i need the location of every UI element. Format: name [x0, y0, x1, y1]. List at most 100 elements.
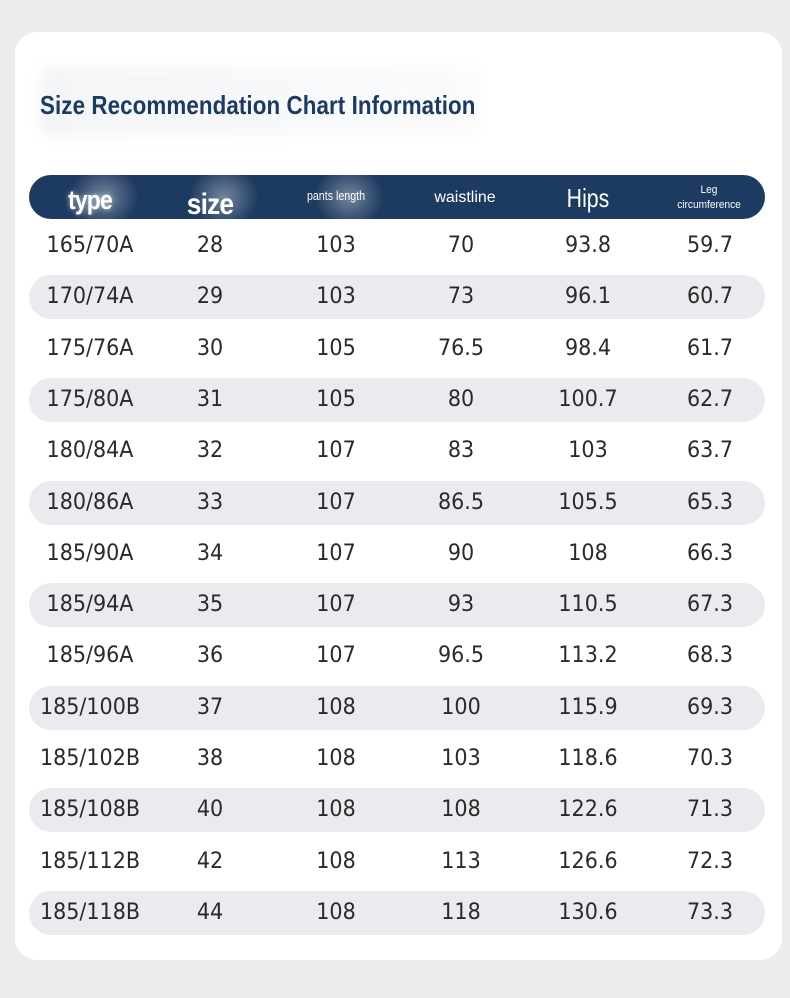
table-header: type size pants length waistline Hips Le…	[29, 175, 765, 219]
table-row: 185/90A 34 107 90 108 66.3	[29, 532, 765, 576]
cell-size: 42	[196, 848, 224, 874]
cell-size: 37	[196, 694, 224, 720]
cell-leg-circumference: 63.7	[686, 438, 734, 464]
cell-hips: 122.6	[558, 797, 618, 823]
cell-type: 185/96A	[46, 643, 134, 669]
cell-waistline: 83	[447, 438, 475, 464]
cell-hips: 108	[568, 540, 608, 566]
cell-leg-circumference: 61.7	[686, 335, 734, 361]
cell-type: 180/86A	[46, 489, 134, 515]
cell-size: 29	[196, 284, 224, 310]
cell-size: 28	[196, 233, 224, 258]
cell-type: 185/102B	[39, 746, 141, 771]
cell-pants-length: 108	[316, 899, 356, 925]
cell-waistline: 70	[447, 233, 475, 258]
header-glow	[189, 175, 259, 219]
cell-leg-circumference: 65.3	[686, 489, 734, 515]
cell-size: 44	[196, 899, 224, 925]
header-size: size	[186, 188, 234, 219]
cell-pants-length: 107	[316, 592, 356, 618]
table-row: 185/102B 38 108 103 118.6 70.3	[29, 737, 765, 781]
cell-hips: 130.6	[558, 899, 618, 925]
header-hips: Hips	[566, 182, 610, 213]
cell-pants-length: 105	[316, 335, 356, 361]
cell-hips: 113.2	[558, 643, 618, 669]
cell-leg-circumference: 60.7	[686, 284, 734, 310]
cell-type: 185/108B	[39, 797, 141, 823]
cell-waistline: 118	[441, 899, 481, 925]
cell-size: 35	[196, 592, 224, 618]
cell-type: 185/118B	[39, 899, 141, 925]
cell-leg-circumference: 72.3	[686, 848, 734, 874]
cell-waistline: 100	[441, 694, 481, 720]
cell-hips: 105.5	[558, 489, 618, 515]
cell-hips: 126.6	[558, 848, 618, 874]
size-chart-card: Size Recommendation Chart Information ty…	[15, 32, 782, 960]
cell-size: 34	[196, 540, 224, 566]
header-leg-circumference: Leg circumference	[677, 184, 741, 211]
cell-hips: 93.8	[564, 233, 612, 258]
header-glow	[69, 175, 139, 219]
cell-pants-length: 108	[316, 848, 356, 874]
cell-hips: 96.1	[564, 284, 612, 310]
cell-waistline: 86.5	[437, 489, 485, 515]
table-row: 185/100B 37 108 100 115.9 69.3	[29, 685, 765, 730]
cell-waistline: 93	[447, 592, 475, 618]
cell-waistline: 96.5	[437, 643, 485, 669]
table-row: 185/112B 42 108 113 126.6 72.3	[29, 840, 765, 884]
cell-type: 185/112B	[39, 848, 141, 874]
cell-type: 170/74A	[46, 284, 134, 310]
table-row: 175/80A 31 105 80 100.7 62.7	[29, 377, 765, 422]
cell-type: 180/84A	[46, 438, 134, 464]
cell-pants-length: 107	[316, 438, 356, 464]
cell-size: 38	[196, 746, 224, 771]
cell-leg-circumference: 70.3	[686, 746, 734, 771]
cell-waistline: 108	[441, 797, 481, 823]
cell-hips: 100.7	[558, 386, 618, 412]
cell-size: 33	[196, 489, 224, 515]
header-waistline: waistline	[434, 189, 496, 206]
cell-leg-circumference: 67.3	[686, 592, 734, 618]
cell-size: 31	[196, 386, 224, 412]
cell-leg-circumference: 73.3	[686, 899, 734, 925]
cell-waistline: 113	[441, 848, 481, 874]
cell-pants-length: 107	[316, 540, 356, 566]
cell-type: 175/80A	[46, 386, 134, 412]
cell-size: 36	[196, 643, 224, 669]
cell-hips: 103	[568, 438, 608, 464]
cell-pants-length: 107	[316, 489, 356, 515]
table-row: 180/86A 33 107 86.5 105.5 65.3	[29, 480, 765, 525]
cell-hips: 118.6	[558, 746, 618, 771]
cell-leg-circumference: 66.3	[686, 540, 734, 566]
cell-waistline: 80	[447, 386, 475, 412]
cell-pants-length: 108	[316, 797, 356, 823]
table-row: 180/84A 32 107 83 103 63.7	[29, 429, 765, 473]
table-row: 185/96A 36 107 96.5 113.2 68.3	[29, 634, 765, 678]
table-row: 185/118B 44 108 118 130.6 73.3	[29, 890, 765, 935]
cell-type: 165/70A	[46, 233, 134, 258]
cell-leg-circumference: 62.7	[686, 386, 734, 412]
cell-pants-length: 107	[316, 643, 356, 669]
cell-pants-length: 108	[316, 694, 356, 720]
cell-waistline: 73	[447, 284, 475, 310]
cell-type: 185/94A	[46, 592, 134, 618]
cell-waistline: 103	[441, 746, 481, 771]
table-row: 165/70A 28 103 70 93.8 59.7	[29, 224, 765, 268]
table-row: 175/76A 30 105 76.5 98.4 61.7	[29, 327, 765, 371]
cell-pants-length: 103	[316, 284, 356, 310]
cell-size: 30	[196, 335, 224, 361]
cell-waistline: 90	[447, 540, 475, 566]
cell-size: 40	[196, 797, 224, 823]
cell-type: 185/90A	[46, 540, 134, 566]
header-pants-length: pants length	[306, 187, 366, 203]
header-type: type	[68, 184, 113, 215]
cell-pants-length: 108	[316, 746, 356, 771]
table-row: 170/74A 29 103 73 96.1 60.7	[29, 275, 765, 320]
cell-leg-circumference: 69.3	[686, 694, 734, 720]
cell-type: 175/76A	[46, 335, 134, 361]
table-row: 185/108B 40 108 108 122.6 71.3	[29, 788, 765, 833]
cell-size: 32	[196, 438, 224, 464]
title-shadow	[40, 66, 480, 136]
table-row: 185/94A 35 107 93 110.5 67.3	[29, 583, 765, 628]
cell-leg-circumference: 59.7	[686, 233, 734, 258]
